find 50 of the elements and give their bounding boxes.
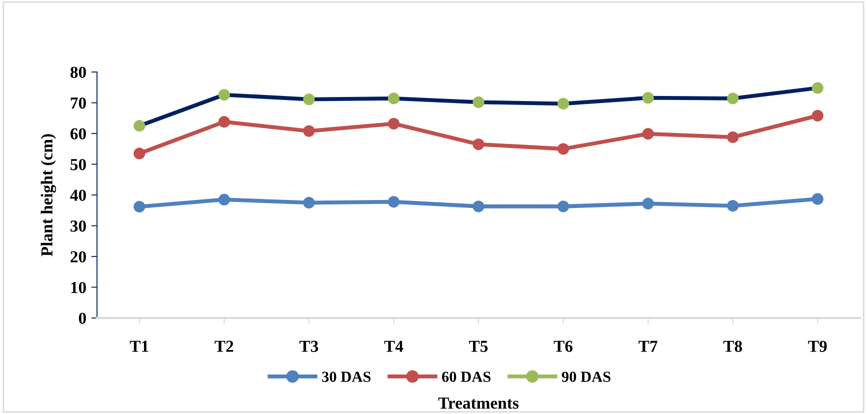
point bbox=[472, 96, 484, 108]
y-tick-label: 40 bbox=[70, 190, 86, 201]
point bbox=[388, 92, 400, 104]
legend-label: 90 DAS bbox=[562, 372, 610, 382]
y-tick-label: 10 bbox=[71, 282, 86, 294]
point bbox=[134, 120, 146, 132]
legend-label: 30 DAS bbox=[322, 372, 371, 382]
y-tick-label: 0 bbox=[78, 312, 86, 324]
point bbox=[727, 200, 739, 212]
legend-label: 60 DAS bbox=[442, 372, 491, 382]
x-tick-label: T7 bbox=[638, 340, 658, 352]
x-tick-label: T3 bbox=[299, 340, 318, 352]
x-tick-label: T2 bbox=[214, 340, 234, 352]
x-tick-label: T1 bbox=[130, 340, 148, 352]
point bbox=[812, 110, 824, 122]
x-tick-label: T5 bbox=[469, 340, 488, 352]
y-tick-label: 70 bbox=[70, 97, 86, 109]
point bbox=[303, 94, 315, 106]
x-axis-title: Treatments bbox=[438, 398, 519, 409]
point bbox=[303, 196, 315, 208]
point bbox=[557, 98, 570, 110]
point bbox=[388, 196, 400, 208]
point bbox=[557, 143, 570, 155]
y-tick-label: 20 bbox=[70, 251, 86, 262]
point bbox=[642, 128, 654, 140]
point bbox=[642, 198, 654, 210]
y-tick-label: 60 bbox=[70, 128, 86, 140]
y-axis-title: Plant height (cm) bbox=[40, 134, 56, 256]
y-tick-label: 80 bbox=[70, 66, 86, 78]
x-tick-label: T9 bbox=[808, 340, 827, 352]
point bbox=[134, 200, 146, 212]
point bbox=[727, 131, 739, 143]
point bbox=[642, 92, 654, 104]
x-tick-label: T6 bbox=[554, 340, 573, 352]
point bbox=[388, 118, 400, 130]
point bbox=[303, 125, 315, 137]
point bbox=[472, 200, 484, 212]
point bbox=[218, 116, 230, 128]
y-tick-label: 50 bbox=[70, 158, 86, 170]
point bbox=[218, 194, 230, 206]
x-tick-label: T4 bbox=[384, 340, 404, 352]
y-tick-label: 30 bbox=[70, 220, 86, 232]
point bbox=[812, 193, 824, 205]
point bbox=[472, 138, 484, 150]
point bbox=[218, 88, 230, 101]
point bbox=[812, 82, 824, 94]
point bbox=[134, 148, 146, 160]
point bbox=[727, 92, 739, 104]
point bbox=[557, 200, 570, 212]
x-tick-label: T8 bbox=[723, 340, 742, 352]
